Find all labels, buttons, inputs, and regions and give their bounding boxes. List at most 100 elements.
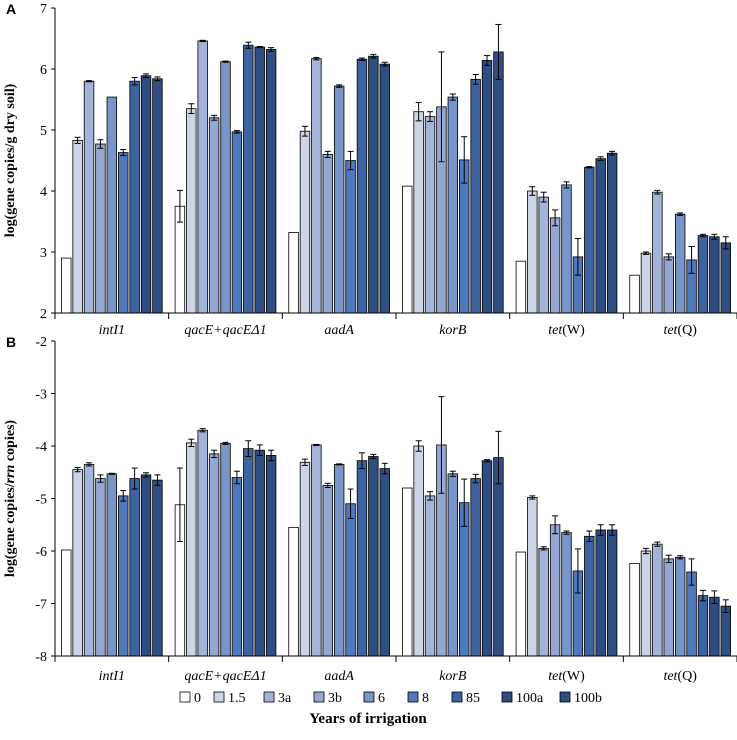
y-tick-label: -8 (35, 650, 47, 665)
y-tick-label: -4 (35, 440, 47, 455)
bar-0-4 (515, 551, 527, 657)
bar-6-0 (106, 473, 118, 657)
bar-8-1 (231, 477, 243, 657)
category-label: qacE+qacEΔ1 (184, 669, 266, 684)
bar-0-0 (61, 257, 72, 314)
bar-6-1 (220, 61, 231, 314)
bar-3a-0 (83, 463, 95, 657)
bar-100b-3 (493, 457, 504, 657)
legend-swatch-3a (263, 691, 275, 703)
bar-1.5-4 (527, 497, 538, 657)
bar-3a-5 (652, 191, 663, 314)
bar-1.5-3 (413, 445, 424, 657)
legend-title: Years of irrigation (309, 711, 427, 727)
bar-100b-5 (720, 605, 731, 657)
bar-3a-4 (538, 196, 549, 314)
category-label-part: qacE+qacEΔ1 (184, 323, 266, 338)
category-label-part: aadA (324, 323, 354, 338)
bar-3b-2 (322, 484, 333, 657)
bar-3b-1 (208, 453, 220, 657)
bar-85-4 (584, 166, 595, 314)
bar-6-4 (561, 184, 572, 314)
bar-85-1 (243, 448, 254, 657)
legend-label: 85 (466, 691, 480, 706)
bar-100b-2 (379, 468, 390, 657)
category-label-part: tet (548, 323, 563, 338)
bar-85-0 (129, 80, 140, 314)
panel-label: B (6, 334, 16, 350)
legend-label: 3a (278, 691, 292, 706)
category-label: tet(Q) (663, 669, 697, 684)
category-label-part: (Q) (677, 669, 697, 684)
y-tick-label: -3 (35, 388, 47, 403)
bar-0-3 (402, 487, 413, 657)
bar-6-2 (333, 85, 345, 314)
bar-0-5 (629, 274, 640, 314)
bar-6-5 (674, 556, 686, 657)
bar-1.5-1 (186, 442, 197, 657)
bar-85-5 (697, 235, 709, 314)
legend-swatch-0 (179, 691, 191, 703)
y-tick-label: 7 (40, 2, 47, 17)
bar-3a-3 (424, 116, 436, 314)
bar-6-3 (447, 473, 459, 657)
legend-label: 6 (378, 691, 385, 706)
bar-1.5-5 (640, 252, 652, 314)
bar-100a-4 (595, 158, 606, 314)
bar-100a-3 (481, 60, 493, 314)
bar-100a-0 (140, 75, 152, 314)
bar-6-5 (674, 213, 686, 314)
bar-100a-2 (368, 456, 379, 657)
bar-6-3 (447, 96, 459, 314)
bar-100a-1 (254, 449, 265, 657)
bar-0-2 (288, 526, 299, 657)
y-tick-label: 5 (40, 124, 47, 139)
bar-3a-2 (311, 444, 322, 657)
y-tick-label: 4 (40, 185, 47, 200)
bar-3b-4 (549, 217, 561, 314)
bar-100b-5 (720, 242, 731, 314)
y-tick-label: 6 (40, 63, 47, 78)
legend-label: 8 (422, 691, 429, 706)
bar-6-1 (220, 442, 231, 657)
bar-1.5-1 (186, 108, 197, 314)
legend-label: 100a (516, 691, 544, 706)
bar-85-0 (129, 478, 140, 657)
y-tick-label: -2 (35, 335, 47, 350)
bar-85-1 (243, 44, 254, 314)
bar-100b-1 (265, 455, 277, 657)
bar-85-3 (470, 78, 481, 314)
bar-1.5-5 (640, 550, 652, 657)
bar-85-5 (697, 595, 709, 657)
y-axis-title-part: copies) (3, 420, 18, 465)
y-axis-title-part: rrn (3, 464, 18, 483)
bar-6-0 (106, 96, 118, 314)
bar-100a-3 (481, 460, 493, 657)
bar-6-4 (561, 532, 572, 657)
category-label-part: aadA (324, 669, 354, 684)
bar-8-1 (231, 131, 243, 314)
bar-100b-4 (606, 152, 618, 314)
bar-85-2 (356, 460, 368, 657)
bar-8-2 (345, 160, 356, 314)
category-label-part: intI1 (99, 323, 125, 338)
legend-label: 0 (194, 691, 201, 706)
bar-8-0 (118, 152, 129, 314)
bar-100b-0 (152, 78, 163, 314)
legend-swatch-3b (313, 691, 325, 703)
bar-100a-2 (368, 55, 379, 314)
bar-3a-3 (424, 495, 436, 657)
category-label: intI1 (99, 323, 125, 338)
y-axis-title: log(gene copies/g dry soil) (3, 83, 18, 237)
bar-3a-1 (197, 40, 208, 314)
category-label: qacE+qacEΔ1 (184, 323, 266, 338)
bar-0-4 (515, 260, 527, 314)
bar-8-2 (345, 503, 356, 657)
bar-6-2 (333, 463, 345, 657)
bar-0-5 (629, 563, 640, 657)
bar-3b-0 (95, 478, 106, 657)
category-label-part: tet (663, 669, 678, 684)
category-label: tet(W) (548, 669, 585, 684)
bar-85-4 (584, 535, 595, 657)
